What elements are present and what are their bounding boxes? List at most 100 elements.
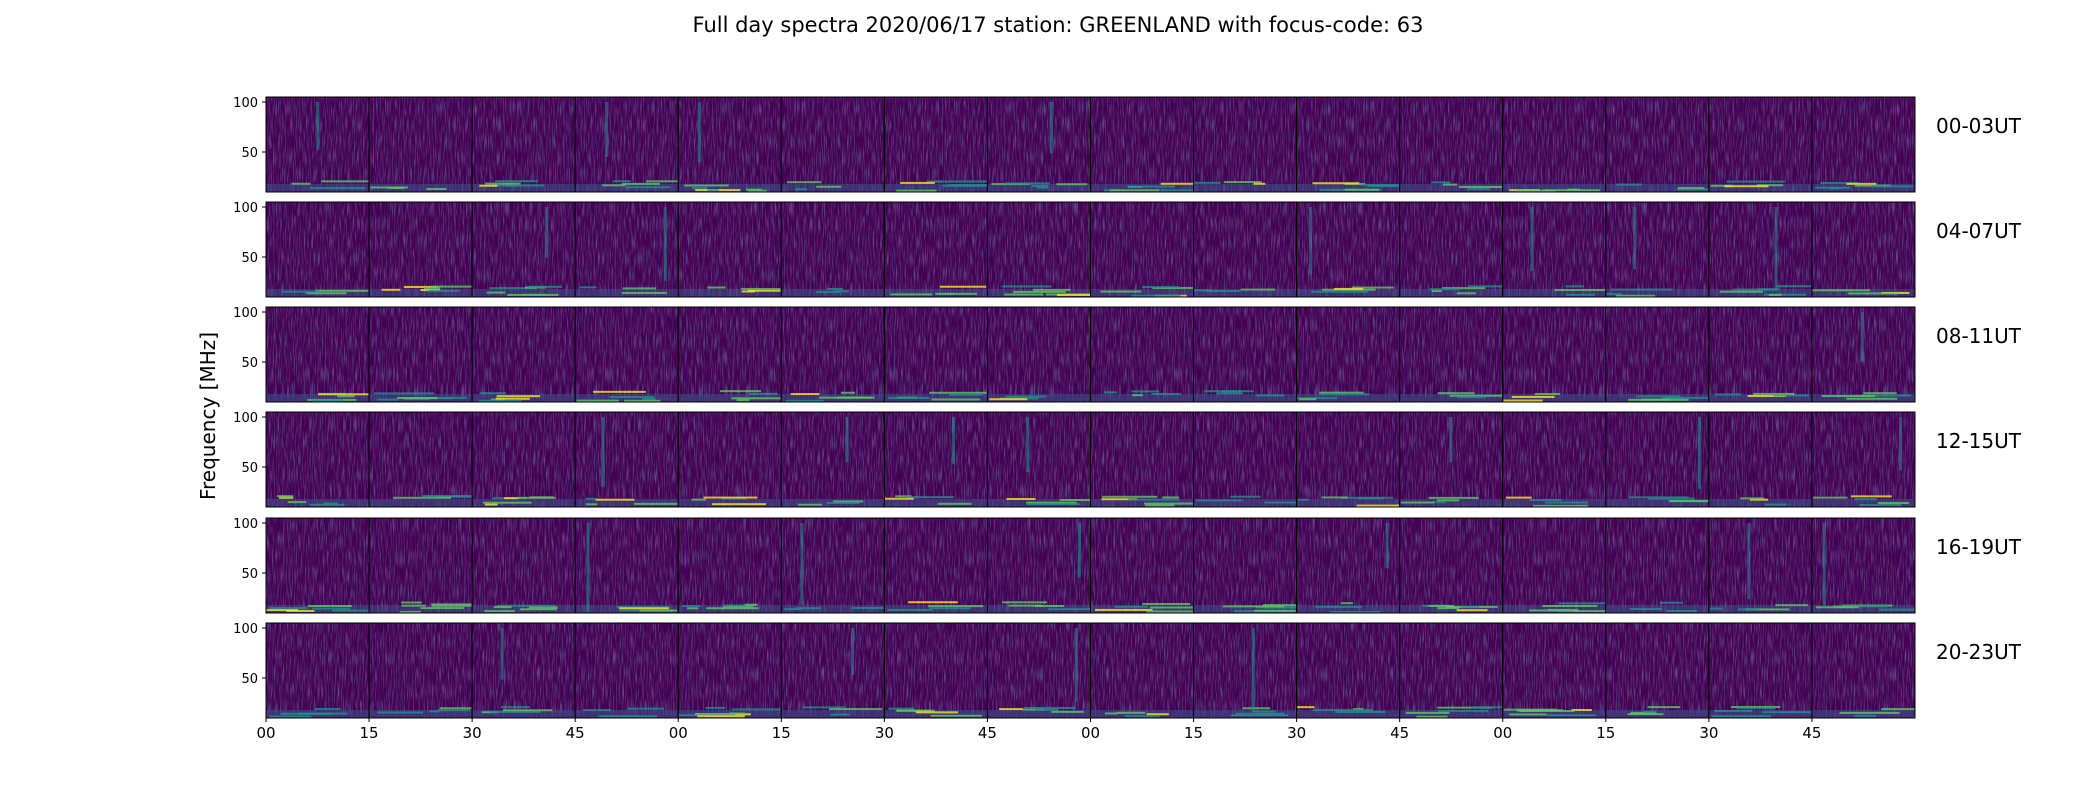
signal-streak: [377, 711, 423, 714]
panel-noise: [781, 412, 885, 507]
panel-noise: [472, 97, 576, 192]
signal-streak: [586, 503, 598, 506]
signal-streak: [829, 708, 883, 711]
signal-streak: [915, 711, 959, 714]
signal-streak: [1193, 181, 1221, 184]
low-frequency-band: [1399, 710, 1503, 718]
spectrum-panel: [1090, 201, 1195, 298]
low-frequency-band: [987, 394, 1091, 402]
low-frequency-band: [678, 499, 782, 507]
row-label: 04-07UT: [1936, 219, 2022, 243]
low-frequency-band: [1708, 289, 1812, 297]
signal-streak: [1659, 601, 1683, 604]
signal-streak: [1056, 183, 1088, 186]
signal-streak: [887, 608, 933, 611]
panel-noise: [369, 518, 473, 613]
spectrum-panel: [780, 517, 885, 614]
low-frequency-band: [369, 184, 473, 192]
low-frequency-band: [575, 710, 679, 718]
interference-line: [1026, 417, 1030, 473]
signal-streak: [1756, 184, 1784, 187]
panel-noise: [369, 97, 473, 192]
y-tick-label: 50: [241, 672, 258, 687]
signal-streak: [502, 709, 553, 712]
spectrum-panel: [471, 411, 576, 508]
signal-streak: [403, 285, 438, 288]
interference-line: [1074, 628, 1078, 702]
signal-streak: [852, 606, 885, 609]
signal-streak: [642, 397, 656, 400]
low-frequency-band: [987, 289, 1091, 297]
signal-streak: [1854, 498, 1877, 501]
signal-streak: [1223, 605, 1285, 608]
interference-line: [605, 102, 609, 157]
signal-streak: [785, 399, 824, 402]
signal-streak: [1004, 182, 1050, 185]
signal-streak: [1262, 606, 1297, 609]
interference-line: [1385, 523, 1389, 569]
signal-streak: [435, 495, 473, 498]
spectrum-panel: [1502, 201, 1607, 298]
signal-streak: [1104, 391, 1118, 394]
signal-streak: [486, 291, 506, 294]
spectrum-panel: [1193, 517, 1298, 614]
spectrum-panel: [677, 411, 782, 508]
signal-streak: [1629, 608, 1663, 611]
spectrum-panel: [368, 411, 473, 508]
panel-noise: [1502, 412, 1606, 507]
signal-streak: [906, 496, 918, 499]
signal-streak: [420, 607, 464, 610]
panel-noise: [575, 307, 679, 402]
signal-streak: [1533, 504, 1589, 507]
signal-streak: [1467, 188, 1490, 191]
spectrum-panel: [883, 201, 988, 298]
y-tick-label: 50: [241, 146, 258, 161]
signal-streak: [1297, 706, 1315, 709]
signal-streak: [1814, 186, 1851, 189]
low-frequency-band: [1090, 184, 1194, 192]
spectra-row-16-19UT: 50 100 16-19UT: [233, 517, 2022, 614]
spectrum-panel: [986, 622, 1091, 719]
signal-streak: [393, 496, 452, 499]
signal-streak: [711, 503, 767, 506]
signal-streak: [1616, 183, 1642, 186]
signal-streak: [484, 610, 515, 613]
panel-noise: [1193, 412, 1297, 507]
signal-streak: [373, 392, 435, 395]
signal-streak: [1677, 187, 1705, 190]
y-axis-label: Frequency [MHz]: [196, 332, 220, 500]
signal-streak: [583, 709, 611, 712]
panel-noise: [1605, 307, 1709, 402]
x-tick-label: 00: [1493, 724, 1512, 742]
panel-noise: [884, 518, 988, 613]
signal-streak: [495, 397, 530, 400]
signal-streak: [1026, 503, 1080, 506]
signal-streak: [1744, 608, 1790, 611]
signal-streak: [493, 606, 512, 609]
signal-streak: [1128, 498, 1180, 501]
panel-noise: [1090, 518, 1194, 613]
signal-streak: [897, 709, 935, 712]
signal-streak: [1461, 606, 1480, 609]
spectrum-panel: [677, 517, 782, 614]
signal-streak: [736, 399, 750, 402]
signal-streak: [311, 399, 343, 402]
low-frequency-band: [369, 289, 473, 297]
spectrum-panel: [883, 411, 988, 508]
panel-noise: [575, 202, 679, 297]
panel-noise: [1296, 623, 1400, 718]
signal-streak: [830, 713, 850, 716]
interference-line: [1251, 628, 1255, 712]
signal-streak: [729, 712, 746, 715]
signal-streak: [495, 180, 538, 183]
spectrum-panel: [780, 96, 885, 193]
spectrum-panel: [883, 306, 988, 403]
signal-streak: [724, 604, 756, 607]
signal-streak: [1428, 604, 1455, 607]
signal-streak: [989, 398, 1028, 401]
signal-streak: [1534, 393, 1560, 396]
signal-streak: [682, 604, 701, 607]
signal-streak: [1542, 604, 1598, 607]
signal-streak: [885, 497, 914, 500]
